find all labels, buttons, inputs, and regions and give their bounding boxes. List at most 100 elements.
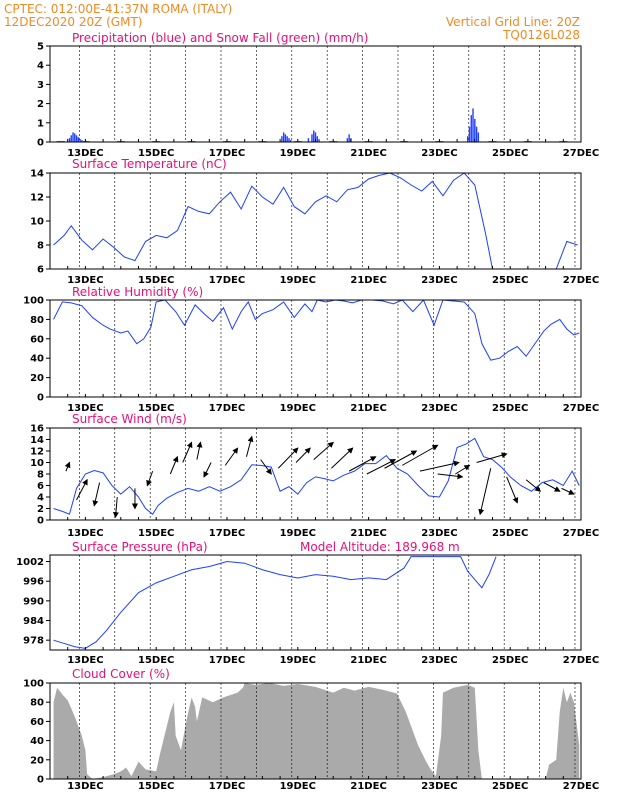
y-tick-label: 100	[23, 296, 44, 307]
wind-arrow	[455, 464, 471, 475]
x-tick-label: 15DEC	[138, 403, 174, 414]
panel-plot-area	[53, 173, 578, 269]
precipitation-bar	[77, 137, 80, 142]
panel-title-wind: Surface Wind (m/s)	[72, 412, 187, 426]
precipitation-bar	[284, 134, 287, 142]
wind-arrow	[295, 447, 311, 463]
y-tick-label: 2	[37, 99, 44, 110]
wind-arrow	[277, 447, 299, 469]
x-tick-label: 23DEC	[421, 148, 457, 159]
header-model-code: TQ0126L028	[502, 28, 580, 42]
x-tick-label: 15DEC	[138, 655, 174, 666]
x-tick-label: 15DEC	[138, 148, 174, 159]
y-tick-label: 8	[37, 241, 44, 252]
x-tick-label: 13DEC	[67, 655, 103, 666]
wind-arrow	[543, 482, 561, 492]
y-tick-label: 100	[23, 679, 44, 690]
wind-arrow	[478, 468, 492, 516]
y-tick-label: 14	[30, 435, 44, 446]
precipitation-bar	[286, 136, 288, 142]
x-tick-label: 17DEC	[209, 781, 245, 792]
y-tick-label: 2	[37, 504, 44, 515]
y-tick-label: 0	[37, 516, 44, 527]
y-tick-label: 4	[37, 493, 44, 504]
wind-arrow	[92, 482, 101, 507]
cloud-cover-area	[53, 683, 580, 779]
y-tick-label: 80	[30, 698, 44, 709]
x-tick-label: 15DEC	[138, 781, 174, 792]
x-tick-label: 17DEC	[209, 403, 245, 414]
x-tick-label: 25DEC	[492, 781, 528, 792]
y-tick-label: 16	[30, 424, 44, 435]
y-tick-label: 40	[30, 736, 44, 747]
x-tick-label: 13DEC	[67, 148, 103, 159]
precipitation-bar	[316, 136, 318, 142]
panel-plot-area	[53, 683, 580, 779]
precipitation-bar	[307, 138, 310, 142]
header-run-time: 12DEC2020 20Z (GMT)	[4, 15, 142, 29]
x-tick-label: 27DEC	[563, 148, 599, 159]
wind-arrow	[146, 470, 154, 487]
x-tick-label: 17DEC	[209, 655, 245, 666]
x-tick-label: 17DEC	[209, 275, 245, 286]
wind-arrow	[525, 479, 542, 492]
precipitation-bar	[472, 108, 474, 142]
precipitation-bar	[467, 136, 469, 142]
precipitation-bar	[314, 132, 317, 142]
x-tick-label: 21DEC	[350, 403, 386, 414]
x-tick-label: 15DEC	[138, 528, 174, 539]
wind-arrow	[203, 462, 212, 478]
y-tick-label: 10	[30, 217, 44, 228]
wind-arrow	[64, 461, 71, 472]
x-tick-label: 19DEC	[280, 655, 316, 666]
wind-arrow	[196, 441, 203, 460]
x-tick-label: 15DEC	[138, 275, 174, 286]
precipitation-bar	[72, 132, 74, 142]
y-tick-label: 990	[23, 596, 44, 607]
precipitation-bar	[68, 138, 71, 142]
x-tick-label: 23DEC	[421, 275, 457, 286]
y-tick-label: 4	[37, 61, 44, 72]
wind-arrow	[419, 460, 460, 472]
y-tick-label: 10	[30, 458, 44, 469]
x-tick-label: 13DEC	[67, 403, 103, 414]
wind-arrow	[112, 496, 119, 519]
x-tick-label: 27DEC	[563, 528, 599, 539]
series-line-panel-4	[53, 556, 497, 649]
precipitation-bar	[281, 136, 283, 142]
x-tick-label: 23DEC	[421, 655, 457, 666]
wind-arrow	[384, 450, 418, 469]
y-tick-label: 984	[23, 616, 44, 627]
x-tick-label: 21DEC	[350, 148, 386, 159]
wind-arrow	[437, 473, 464, 480]
y-tick-label: 6	[37, 481, 44, 492]
series-line-panel-2	[53, 300, 580, 361]
series-line-panel-3	[53, 437, 580, 515]
wind-arrow	[313, 441, 334, 460]
precipitation-bar	[74, 133, 76, 142]
wind-arrow	[76, 478, 88, 501]
precipitation-bar	[474, 118, 476, 142]
y-tick-label: 996	[23, 577, 44, 588]
y-tick-label: 1	[37, 118, 44, 129]
panel-frame	[49, 45, 582, 143]
x-tick-label: 13DEC	[67, 275, 103, 286]
y-tick-label: 80	[30, 315, 44, 326]
precipitation-bar	[468, 126, 471, 142]
y-tick-label: 12	[30, 447, 44, 458]
y-tick-label: 8	[37, 470, 44, 481]
precipitation-bar	[311, 134, 313, 142]
x-tick-label: 21DEC	[350, 781, 386, 792]
wind-arrow	[245, 435, 254, 457]
y-tick-label: 20	[30, 373, 44, 384]
wind-arrow	[169, 455, 179, 475]
precipitation-bar	[75, 135, 78, 142]
wind-arrow	[366, 459, 397, 475]
x-tick-label: 23DEC	[421, 403, 457, 414]
x-tick-label: 25DEC	[492, 403, 528, 414]
y-tick-label: 0	[37, 393, 44, 404]
x-tick-label: 19DEC	[280, 275, 316, 286]
header-location: CPTEC: 012:00E-41:37N ROMA (ITALY)	[4, 2, 232, 16]
panel-title-temperature: Surface Temperature (nC)	[72, 157, 227, 171]
